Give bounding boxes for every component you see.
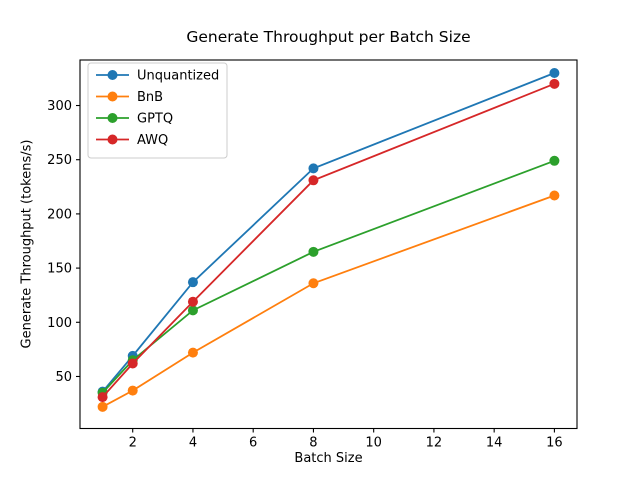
- legend-marker: [107, 113, 118, 123]
- series-marker-unquantized: [187, 277, 198, 288]
- series-marker-bnb: [187, 347, 198, 358]
- series-marker-unquantized: [308, 163, 319, 174]
- y-tick-label: 300: [47, 99, 72, 114]
- x-tick-label: 2: [129, 436, 137, 451]
- legend-label: GPTQ: [137, 112, 173, 127]
- series-marker-bnb: [127, 385, 138, 396]
- x-tick-label: 16: [546, 436, 563, 451]
- x-tick-label: 8: [309, 436, 317, 451]
- series-marker-awq: [187, 296, 198, 307]
- y-tick-label: 200: [47, 207, 72, 222]
- x-axis-label: Batch Size: [294, 451, 363, 466]
- y-tick-label: 100: [47, 316, 72, 331]
- chart-title: Generate Throughput per Batch Size: [186, 28, 471, 46]
- y-tick-label: 150: [47, 262, 72, 277]
- plot-area-frame: [79, 59, 578, 430]
- series-marker-bnb: [97, 401, 108, 412]
- series-marker-unquantized: [549, 68, 560, 79]
- series-marker-awq: [127, 358, 138, 369]
- series-marker-bnb: [308, 278, 319, 289]
- series-marker-awq: [97, 392, 108, 403]
- series-marker-gptq: [308, 246, 319, 257]
- x-tick-label: 12: [426, 436, 443, 451]
- series-marker-bnb: [549, 190, 560, 201]
- series-marker-awq: [308, 175, 319, 186]
- x-tick-label: 4: [189, 436, 197, 451]
- y-tick-label: 250: [47, 153, 72, 168]
- legend-label: AWQ: [137, 133, 168, 148]
- series-marker-awq: [549, 78, 560, 89]
- series-marker-gptq: [549, 155, 560, 166]
- legend-marker: [107, 70, 118, 80]
- legend-box: [87, 62, 228, 159]
- series-line-gptq: [101, 159, 555, 394]
- x-tick-label: 14: [486, 436, 503, 451]
- series-marker-gptq: [187, 305, 198, 316]
- y-axis-label: Generate Throughput (tokens/s): [19, 139, 35, 349]
- legend-label: Unquantized: [137, 69, 219, 84]
- x-tick-label: 6: [249, 436, 257, 451]
- series-line-bnb: [102, 194, 555, 408]
- x-tick-label: 10: [365, 436, 382, 451]
- legend-label: BnB: [137, 90, 163, 105]
- y-tick-label: 50: [55, 370, 72, 385]
- legend-marker: [107, 134, 118, 145]
- legend-marker: [107, 91, 118, 102]
